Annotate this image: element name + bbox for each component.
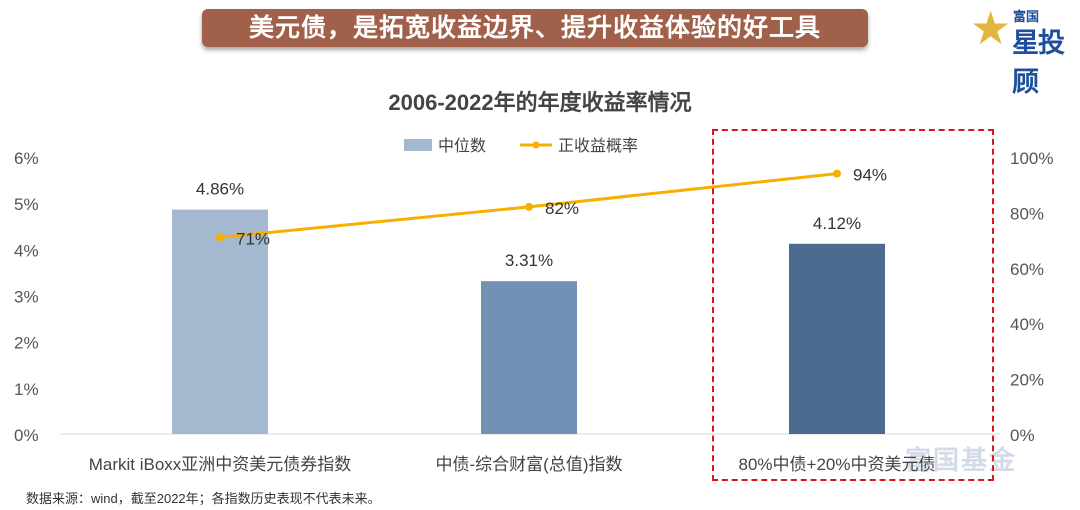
left-axis-tick: 3% [14,288,39,307]
highlight-frame [712,129,994,481]
bar [789,243,885,434]
category-label: 80%中债+20%中资美元债 [739,455,936,474]
line-data-label: 71% [236,229,270,248]
legend-line-label: 正收益概率 [558,137,638,155]
banner-title: 美元债，是拓宽收益边界、提升收益体验的好工具 [202,9,868,47]
line-point [833,169,841,178]
left-axis-tick: 4% [14,241,39,260]
right-axis-tick: 20% [1010,371,1044,390]
line-point [216,233,224,242]
chart-title: 2006-2022年的年度收益率情况 [388,90,691,115]
watermark: 富国基金 [905,445,1018,475]
source-note: 数据来源：wind，截至2022年；各指数历史表现不代表未来。 [26,491,381,506]
bar-data-label: 4.12% [813,214,861,233]
logo-large-text: 星投顾 [1012,28,1065,97]
line-data-label: 82% [545,199,579,218]
legend-bar-label: 中位数 [438,137,486,155]
bar [172,209,268,434]
left-axis-tick: 6% [14,149,39,168]
line-point [525,202,533,211]
right-axis-tick: 80% [1010,204,1044,223]
bar-data-label: 3.31% [505,251,553,270]
star-icon: ★ [970,2,1012,54]
right-axis-tick: 40% [1010,315,1044,334]
legend-bar-swatch [404,139,432,151]
legend-line-marker [532,141,540,149]
category-label: 中债-综合财富(总值)指数 [436,455,623,474]
left-axis-tick: 1% [14,380,39,399]
bar-data-label: 4.86% [196,180,244,199]
logo-small-text: 富国 [1013,9,1040,24]
left-axis-tick: 5% [14,195,39,214]
bar [481,281,577,434]
left-axis-tick: 0% [14,426,39,445]
line-data-label: 94% [853,166,887,185]
right-axis-tick: 60% [1010,260,1044,279]
left-axis-tick: 2% [14,334,39,353]
logo: ★ 富国 星投顾 [968,2,1076,97]
category-label: Markit iBoxx亚洲中资美元债券指数 [89,455,352,474]
right-axis-tick: 100% [1010,149,1053,168]
right-axis-tick: 0% [1010,426,1035,445]
